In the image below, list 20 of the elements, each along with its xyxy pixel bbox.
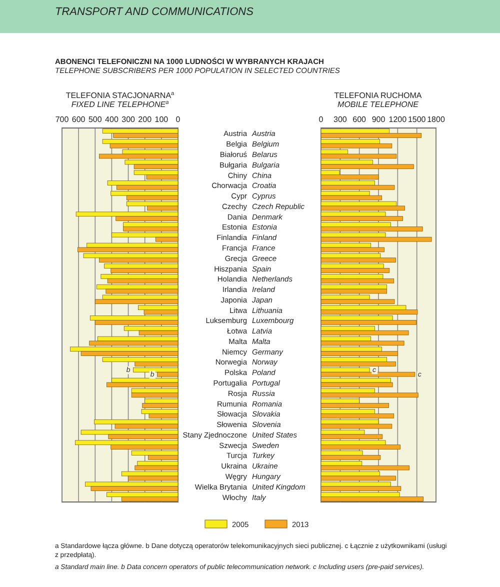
x-tick-label: 300 xyxy=(333,115,348,124)
x-tick-label: 700 xyxy=(55,115,70,124)
chart-title: TELEFONIA STACJONARNA$^{a}$ xyxy=(66,91,176,100)
x-tick-label: 500 xyxy=(88,115,102,124)
x-tick-label: 300 xyxy=(122,115,136,124)
text: TRANSPORT AND COMMUNICATIONS xyxy=(55,6,254,18)
x-tick-label: 900 xyxy=(372,115,386,124)
x-tick-label: 600 xyxy=(352,115,367,124)
x-tick-label: 1800 xyxy=(427,115,446,124)
x-tick-label: 400 xyxy=(105,115,119,124)
x-tick-label: 0 xyxy=(176,115,181,124)
x-tick-label: 100 xyxy=(154,115,169,124)
x-tick-label: 1500 xyxy=(408,115,426,124)
chart-title: TELEFONIA RUCHOMA xyxy=(334,91,422,100)
chart-subtitle: MOBILE TELEPHONE xyxy=(338,100,420,109)
chart-subtitle: FIXED LINE TELEPHONE$^{a}$ xyxy=(71,100,169,109)
x-tick-label: 200 xyxy=(138,115,152,124)
x-tick-label: 1200 xyxy=(388,115,408,124)
x-tick-label: 0 xyxy=(318,115,324,124)
x-tick-label: 600 xyxy=(72,115,86,124)
